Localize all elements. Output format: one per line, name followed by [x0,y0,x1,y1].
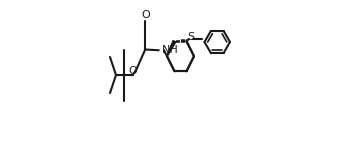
Polygon shape [167,41,176,56]
Text: O: O [141,10,149,20]
Text: O: O [129,66,137,76]
Text: NH: NH [162,45,179,55]
Text: S: S [188,33,194,42]
